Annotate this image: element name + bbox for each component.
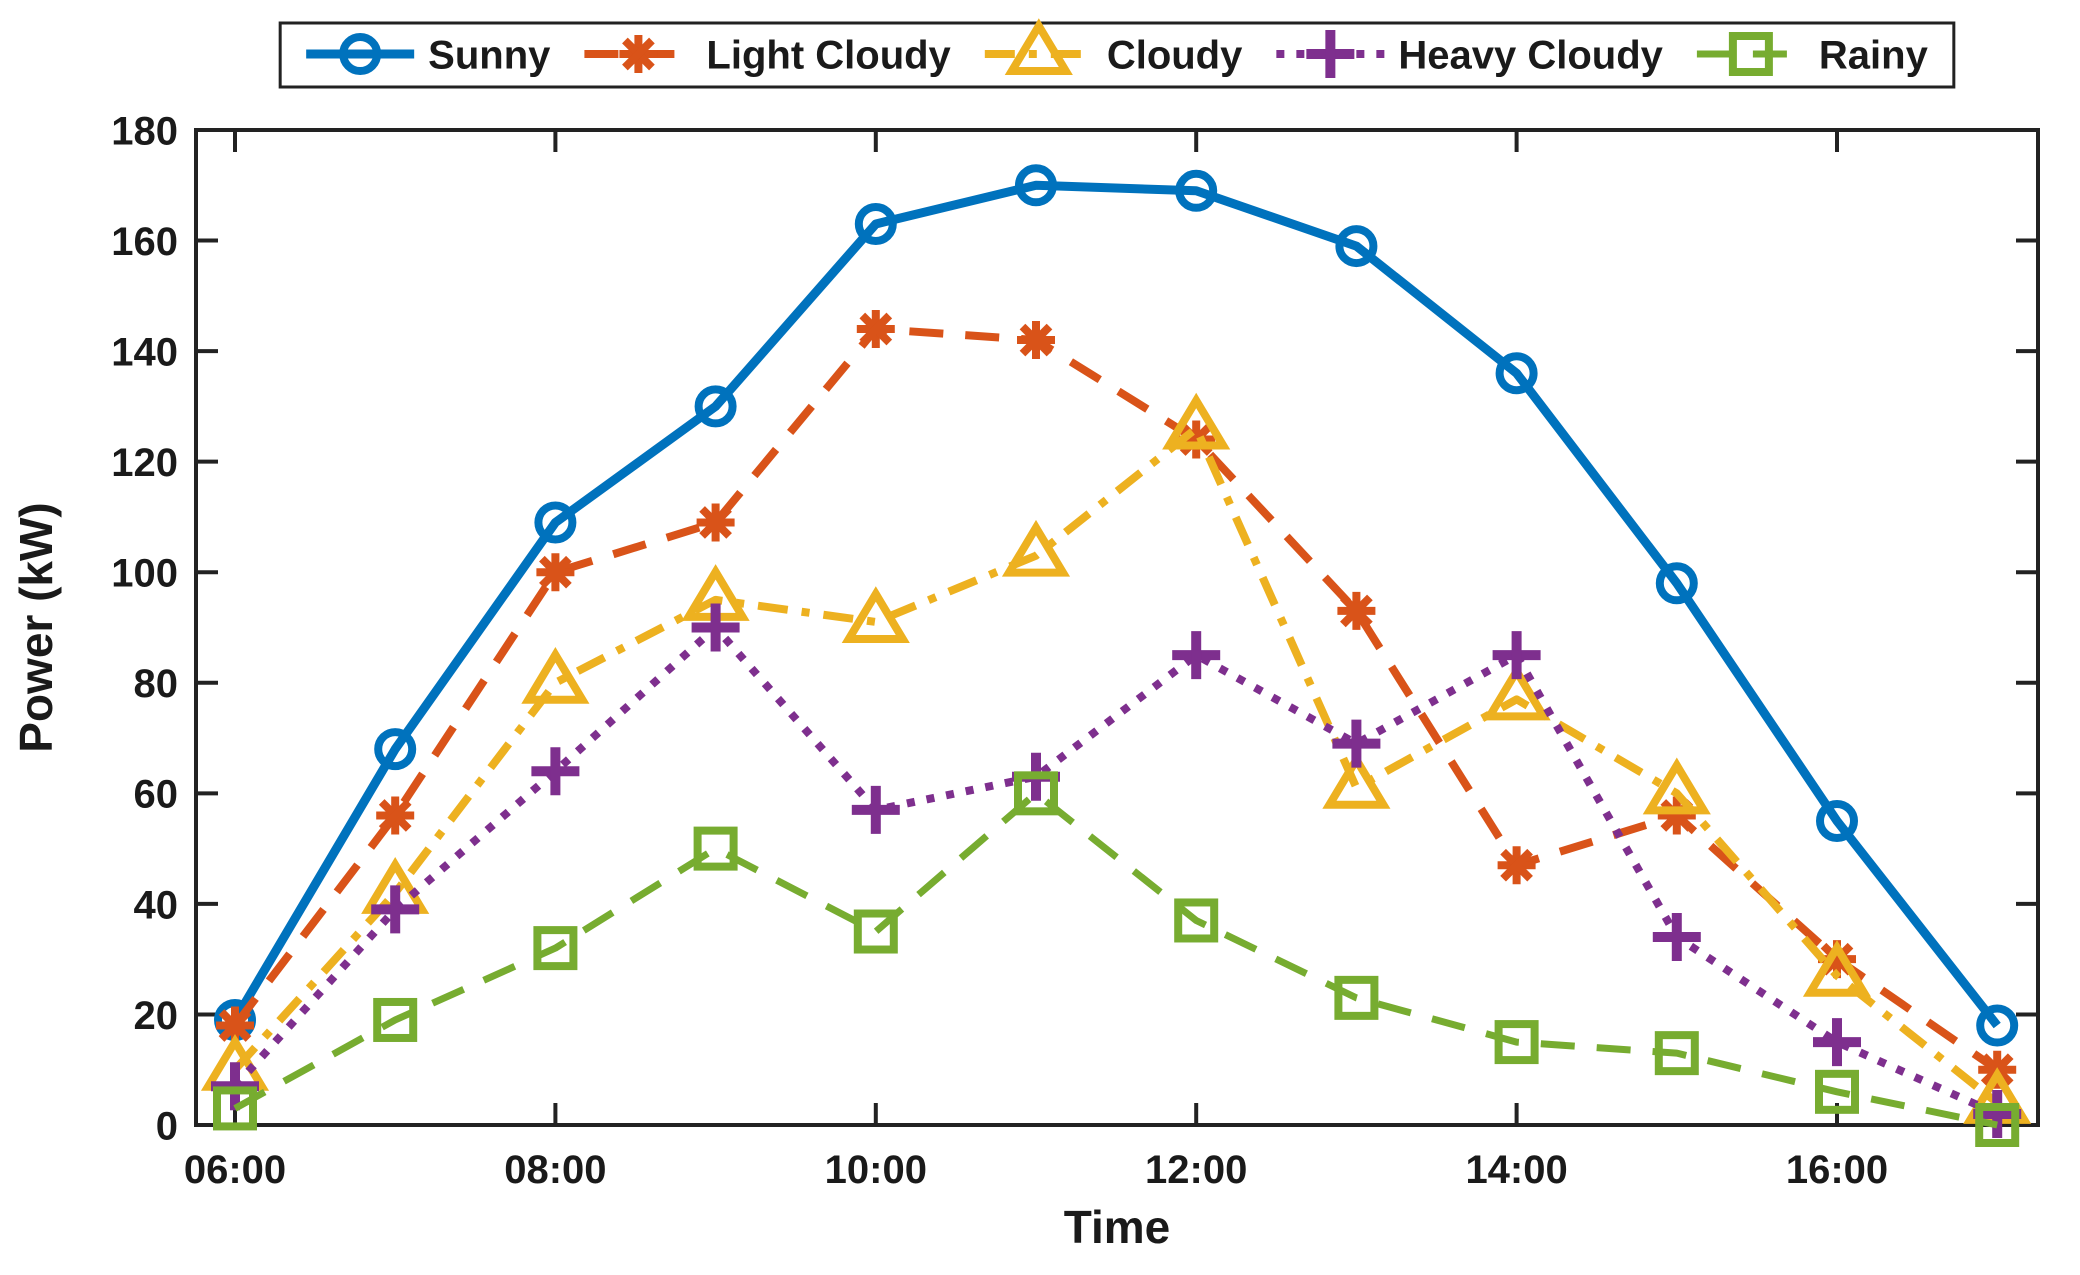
triangle-up-marker <box>1322 752 1391 809</box>
y-axis-title: Power (kW) <box>10 502 62 752</box>
legend-item-cloudy: Cloudy <box>984 18 1243 77</box>
triangle-up-marker <box>1642 757 1711 815</box>
tick-labels: 0 20 40 60 80 100 120 140 160 180 06:00 08:00 10:00 1… <box>111 109 1888 1192</box>
square-marker <box>213 1086 257 1131</box>
asterisk-marker <box>1337 591 1376 630</box>
square-marker <box>1815 1069 1859 1114</box>
triangle-up-marker <box>1162 392 1231 450</box>
series-light-cloudy <box>216 310 2017 1089</box>
circle-marker <box>1816 799 1858 842</box>
legend-item-light-cloudy: Light Cloudy <box>584 33 952 77</box>
triangle-up-marker <box>841 586 910 643</box>
x-tick-label: 14:00 <box>1465 1148 1567 1192</box>
circle-marker <box>1335 225 1378 268</box>
square-marker <box>373 997 418 1042</box>
legend: Sunny Light Cloudy Cloudy Heavy Cloudy Rainy <box>278 18 1956 89</box>
legend-label: Light Cloudy <box>706 33 951 77</box>
legend-item-heavy-cloudy: Heavy Cloudy <box>1276 30 1664 78</box>
square-marker <box>853 909 898 954</box>
square-marker <box>1654 1031 1699 1076</box>
y-tick-label: 120 <box>111 441 178 485</box>
square-marker <box>1014 771 1058 816</box>
y-tick-label: 180 <box>111 109 178 153</box>
x-tick-label: 06:00 <box>184 1148 286 1192</box>
legend-item-rainy: Rainy <box>1696 32 1929 77</box>
series-line <box>233 789 1998 1129</box>
y-tick-label: 140 <box>111 331 178 375</box>
plus-marker <box>1652 913 1701 962</box>
circle-marker <box>1175 169 1218 212</box>
asterisk-marker <box>1497 846 1536 885</box>
y-tick-label: 100 <box>111 552 178 596</box>
y-tick-label: 40 <box>134 883 179 927</box>
plus-marker <box>1172 631 1221 680</box>
asterisk-marker <box>376 796 415 835</box>
series-line <box>232 424 2000 1107</box>
series-line <box>231 325 2000 1074</box>
x-tick-label: 12:00 <box>1145 1148 1247 1192</box>
axes <box>194 128 2040 1127</box>
plus-marker <box>211 1062 259 1111</box>
x-tick-label: 10:00 <box>825 1148 927 1192</box>
axis-ticks <box>196 128 2038 1127</box>
circle-marker <box>694 385 737 428</box>
square-marker <box>1494 1020 1539 1065</box>
circle-marker <box>339 33 382 75</box>
triangle-up-marker <box>1802 939 1872 997</box>
plus-marker <box>371 885 420 934</box>
triangle-up-marker <box>1004 18 1073 75</box>
square-marker <box>1174 898 1219 943</box>
x-tick-label: 08:00 <box>504 1148 606 1192</box>
triangle-up-marker <box>521 647 590 704</box>
legend-label: Sunny <box>428 33 551 77</box>
series-sunny <box>214 164 2019 1047</box>
legend-label: Cloudy <box>1107 33 1243 77</box>
legend-item-sunny: Sunny <box>306 33 551 77</box>
asterisk-marker <box>1017 321 1055 360</box>
plot-border <box>194 128 2040 1127</box>
series-cloudy <box>200 392 2032 1124</box>
x-axis-title: Time <box>1064 1201 1171 1253</box>
legend-label: Rainy <box>1819 33 1929 77</box>
square-marker <box>1728 32 1773 76</box>
circle-marker <box>1976 1004 2019 1047</box>
square-marker <box>693 826 738 871</box>
square-marker <box>1334 975 1379 1020</box>
plus-marker <box>1492 631 1541 680</box>
y-tick-label: 80 <box>134 662 179 706</box>
x-tick-label: 16:00 <box>1786 1148 1888 1192</box>
legend-box <box>278 21 1956 89</box>
y-tick-label: 20 <box>134 994 179 1038</box>
y-tick-label: 160 <box>111 220 178 264</box>
circle-marker <box>534 501 577 544</box>
plus-marker <box>1332 719 1381 768</box>
plus-marker <box>1306 30 1355 78</box>
series-rainy <box>213 771 2020 1147</box>
legend-label: Heavy Cloudy <box>1398 33 1663 77</box>
triangle-up-marker <box>1482 663 1551 721</box>
asterisk-marker <box>536 553 575 592</box>
asterisk-marker <box>856 310 895 348</box>
square-marker <box>533 926 578 971</box>
y-tick-label: 60 <box>134 773 179 817</box>
y-tick-label: 0 <box>156 1104 178 1148</box>
circle-marker <box>1495 352 1538 395</box>
square-marker <box>1975 1103 2020 1147</box>
plus-marker <box>531 747 580 796</box>
plus-marker <box>1813 1018 1861 1067</box>
series-line <box>231 180 2001 1029</box>
triangle-up-marker <box>1001 519 1071 577</box>
asterisk-marker <box>696 503 735 542</box>
asterisk-marker <box>619 35 658 73</box>
asterisk-marker <box>1657 796 1696 835</box>
circle-marker <box>854 202 897 245</box>
circle-marker <box>1655 562 1698 605</box>
plus-marker <box>851 785 900 834</box>
circle-marker <box>374 728 417 771</box>
circle-marker <box>1015 164 1057 207</box>
plus-marker <box>691 603 740 652</box>
